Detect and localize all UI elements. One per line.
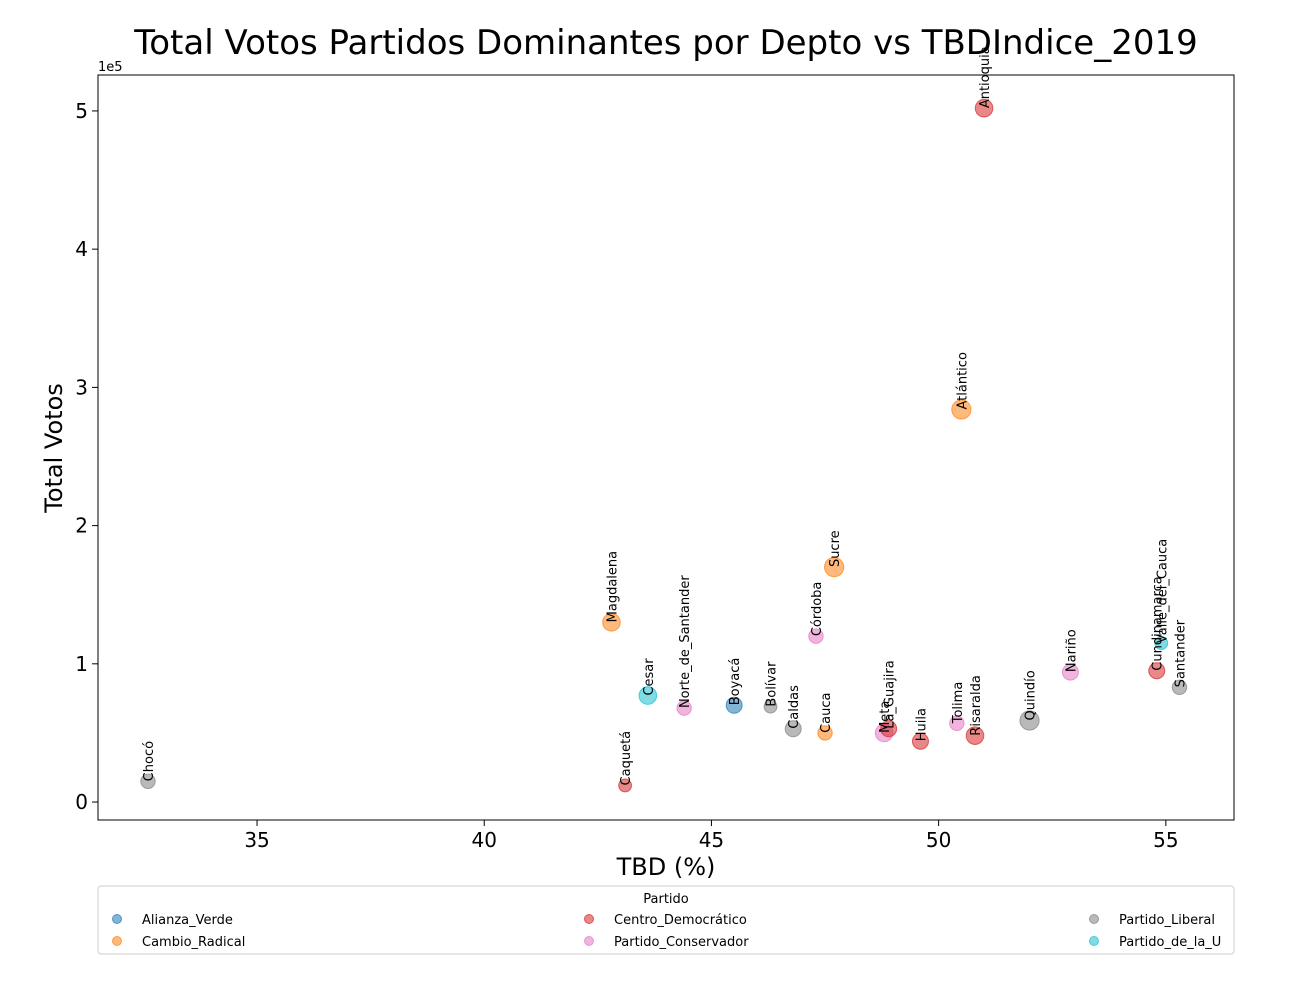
point-label: Meta xyxy=(878,701,893,733)
data-point xyxy=(763,699,778,714)
legend-label: Cambio_Radical xyxy=(142,935,245,950)
point-label: Risaralda xyxy=(969,675,984,736)
point-label: Norte_de_Santander xyxy=(678,575,693,708)
point-label: Santander xyxy=(1173,619,1188,687)
point-label: Caldas xyxy=(787,685,802,729)
y-tick-label: 3 xyxy=(75,375,88,399)
plot-area xyxy=(97,74,1235,821)
point-label: Sucre xyxy=(828,530,843,567)
point-label: Cauca xyxy=(819,693,834,733)
data-point xyxy=(1171,679,1188,696)
data-point xyxy=(965,726,985,745)
data-point xyxy=(1019,710,1040,731)
point-label: Nariño xyxy=(1064,629,1079,672)
x-tick-label: 40 xyxy=(472,828,497,852)
point-label: Tolima xyxy=(951,682,966,725)
data-point xyxy=(1154,636,1169,650)
point-label: La_Guajira xyxy=(883,660,898,729)
y-axis-offset-label: 1e5 xyxy=(98,60,123,75)
data-point xyxy=(974,98,994,118)
data-point xyxy=(638,686,658,705)
point-label: Caquetá xyxy=(619,731,634,786)
data-point xyxy=(1061,663,1079,681)
y-tick-label: 0 xyxy=(75,790,88,814)
data-point xyxy=(725,696,743,714)
point-label: Magdalena xyxy=(605,551,620,622)
data-points-group xyxy=(140,98,1188,793)
data-point xyxy=(951,399,972,420)
y-tick-label: 2 xyxy=(75,514,88,538)
point-label: Valle_del_Cauca xyxy=(1155,539,1170,643)
x-tick-label: 50 xyxy=(926,828,951,852)
data-point xyxy=(140,773,156,789)
point-label: Quindío xyxy=(1024,670,1039,720)
legend-label: Alianza_Verde xyxy=(142,913,233,928)
data-point xyxy=(911,732,929,750)
data-point xyxy=(808,628,824,644)
legend-marker xyxy=(584,914,594,924)
data-point xyxy=(824,556,845,578)
legend-label: Partido_de_la_U xyxy=(1119,935,1221,950)
data-point xyxy=(676,700,692,716)
y-tick-label: 4 xyxy=(75,237,88,261)
point-label: Boyacá xyxy=(728,658,743,706)
data-point xyxy=(1148,662,1166,680)
legend-marker xyxy=(584,936,594,946)
legend-marker xyxy=(112,936,122,946)
point-labels-group: Chocó Magdalena Caquetá Cesar Norte_de_Santa… xyxy=(142,46,1188,785)
legend: Partido Alianza_Verde Cambio_Radical Centr… xyxy=(97,885,1235,955)
legend-marker xyxy=(1089,914,1099,924)
x-tick-label: 45 xyxy=(699,828,724,852)
y-axis-title: Total Votos xyxy=(40,383,68,514)
data-point xyxy=(602,613,621,632)
point-label: Huila xyxy=(914,708,929,741)
legend-label: Partido_Liberal xyxy=(1119,913,1215,928)
y-axis-ticks: 0 1 2 3 4 5 xyxy=(75,99,98,814)
legend-entries: Alianza_Verde Cambio_Radical Centro_Democr… xyxy=(112,913,1221,950)
legend-label: Partido_Conservador xyxy=(614,935,749,950)
legend-marker xyxy=(112,914,122,924)
y-tick-label: 1 xyxy=(75,652,88,676)
point-label: Córdoba xyxy=(810,582,825,637)
x-tick-label: 35 xyxy=(244,828,269,852)
point-label: Antioquia xyxy=(978,46,993,108)
point-label: Cundinamarca xyxy=(1151,576,1166,670)
point-label: Chocó xyxy=(142,741,157,781)
y-tick-label: 5 xyxy=(75,99,88,123)
legend-box xyxy=(97,885,1235,955)
legend-title: Partido xyxy=(643,892,689,907)
x-axis-ticks: 35 40 45 50 55 xyxy=(244,820,1179,852)
data-point xyxy=(949,715,965,731)
chart-title: Total Votos Partidos Dominantes por Dept… xyxy=(133,23,1197,63)
point-label: Cesar xyxy=(642,658,657,696)
legend-label: Centro_Democrático xyxy=(614,913,747,928)
point-label: Bolívar xyxy=(765,661,780,707)
x-tick-label: 55 xyxy=(1153,828,1178,852)
data-point xyxy=(784,720,802,738)
data-point xyxy=(880,720,898,738)
x-axis-title: TBD (%) xyxy=(616,853,716,881)
point-label: Atlántico xyxy=(955,352,970,409)
data-point xyxy=(618,778,633,793)
legend-marker xyxy=(1089,936,1099,946)
data-point xyxy=(817,725,833,741)
